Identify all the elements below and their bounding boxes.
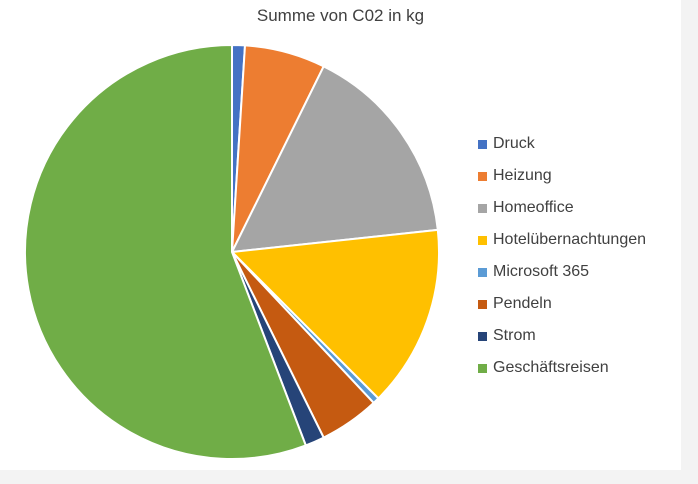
legend-label: Geschäftsreisen: [493, 359, 609, 376]
chart-title: Summe von C02 in kg: [256, 6, 425, 25]
legend-item: Druck: [478, 128, 646, 160]
legend-label: Strom: [493, 327, 536, 344]
legend-swatch: [478, 235, 487, 245]
legend-item: Strom: [478, 320, 646, 352]
pie-slice-gesch-ftsreisen: [24, 44, 307, 460]
pie-slice-hotel-bernachtungen: [231, 228, 440, 400]
legend-swatch: [478, 203, 487, 213]
legend-swatch: [478, 171, 487, 181]
pie-slice-homeoffice: [231, 65, 439, 253]
legend-item: Pendeln: [478, 288, 646, 320]
legend-label: Heizung: [493, 167, 552, 184]
legend-label: Homeoffice: [493, 199, 574, 216]
legend-label: Druck: [493, 135, 535, 152]
legend-item: Heizung: [478, 160, 646, 192]
legend-label: Hotelübernachtungen: [493, 231, 647, 248]
legend-label: Microsoft 365: [493, 263, 590, 280]
legend-swatch: [478, 267, 487, 277]
legend-item: Hotelübernachtungen: [478, 224, 646, 256]
legend-swatch: [478, 363, 487, 373]
chart-area: Summe von C02 in kg Druck Heizung Homeoffi…: [0, 0, 681, 470]
legend-swatch: [478, 331, 487, 341]
legend: Druck Heizung Homeoffice Hotelübernachtunge…: [478, 128, 646, 384]
legend-item: Microsoft 365: [478, 256, 646, 288]
legend-swatch: [478, 139, 487, 149]
legend-swatch: [478, 299, 487, 309]
pie-chart: [24, 44, 440, 460]
legend-label: Pendeln: [493, 295, 552, 312]
legend-item: Homeoffice: [478, 192, 646, 224]
legend-item: Geschäftsreisen: [478, 352, 646, 384]
